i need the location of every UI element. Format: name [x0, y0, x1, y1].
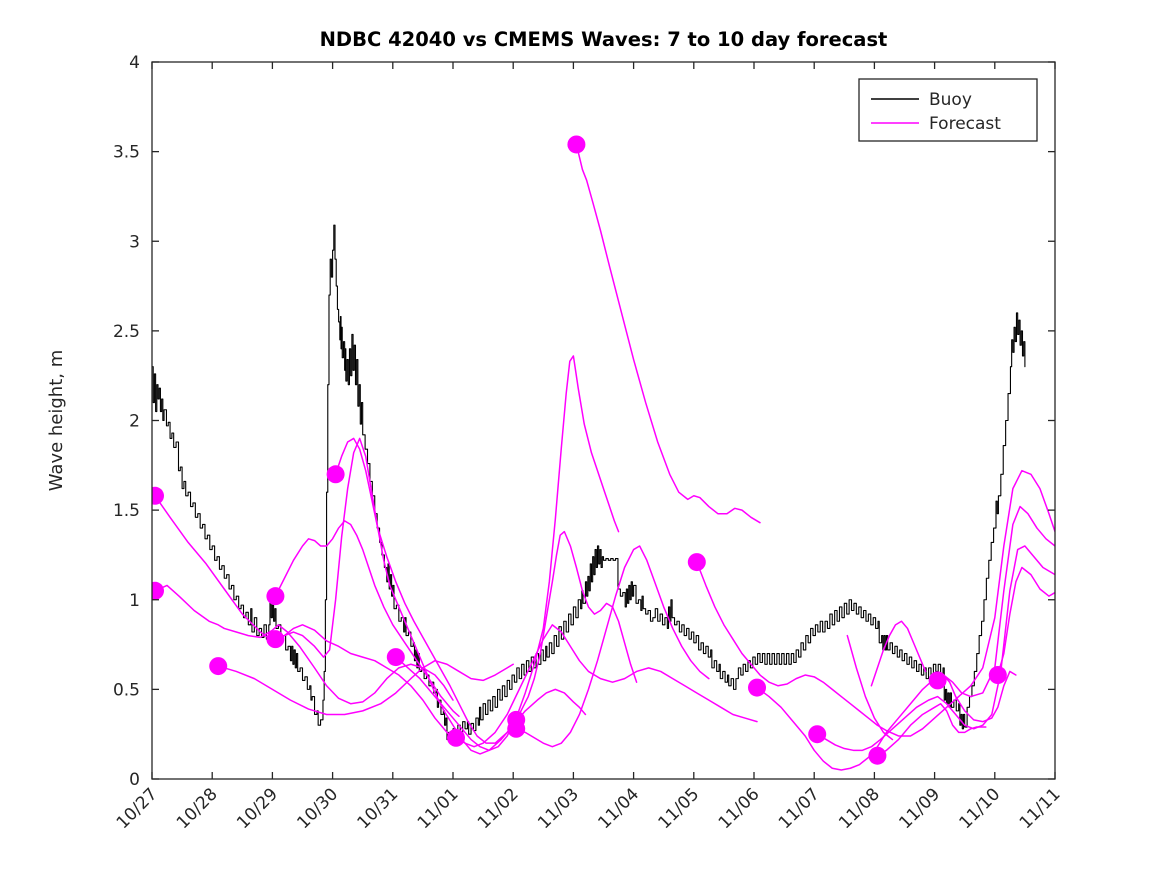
forecast-init-marker-10 — [567, 135, 586, 154]
series-line-5 — [274, 520, 460, 718]
x-tick-label-2: 10/29 — [233, 784, 282, 833]
x-tick-label-11: 11/07 — [775, 784, 824, 833]
series-line-11 — [696, 469, 1055, 737]
y-axis-label: Wave height, m — [46, 350, 67, 491]
series-line-1 — [154, 495, 454, 741]
x-tick-label-4: 10/31 — [354, 784, 403, 833]
x-tick-label-1: 10/28 — [173, 784, 222, 833]
series-line-13 — [816, 545, 1055, 752]
x-tick-label-9: 11/05 — [655, 784, 704, 833]
x-tick-label-13: 11/09 — [895, 784, 944, 833]
series-line-15 — [936, 670, 1017, 723]
legend-label-forecast: Forecast — [929, 114, 1001, 134]
forecast-init-marker-0 — [152, 486, 165, 505]
legend-box[interactable] — [858, 78, 1038, 142]
series-line-17 — [870, 620, 927, 687]
series-group — [152, 143, 1055, 771]
series-line-9 — [515, 545, 710, 748]
x-tick-label-5: 11/01 — [414, 784, 463, 833]
series-line-10 — [575, 143, 761, 524]
forecast-init-marker-2 — [209, 657, 228, 676]
forecast-init-marker-5 — [326, 465, 345, 484]
series-line-7 — [395, 355, 620, 752]
x-tick-label-8: 11/04 — [594, 784, 643, 833]
forecast-init-marker-7 — [447, 728, 466, 747]
y-tick-label-7: 3.5 — [113, 143, 140, 163]
forecast-init-marker-4 — [266, 630, 285, 649]
x-tick-label-12: 11/08 — [835, 784, 884, 833]
y-tick-label-8: 4 — [129, 53, 140, 73]
forecast-init-marker-12 — [748, 678, 767, 697]
y-tick-label-0: 0 — [129, 770, 140, 790]
legend-label-buoy: Buoy — [929, 90, 972, 110]
y-tick-label-5: 2.5 — [113, 322, 140, 342]
series-line-3 — [217, 659, 514, 716]
plot-background — [152, 62, 1055, 779]
series-line-18 — [846, 634, 894, 741]
y-tick-label-6: 3 — [129, 232, 140, 252]
forecast-init-marker-1 — [152, 581, 165, 600]
x-tick-label-7: 11/03 — [534, 784, 583, 833]
marker-group — [152, 135, 1007, 765]
series-line-8 — [455, 624, 758, 748]
forecast-init-marker-15 — [928, 671, 947, 690]
x-tick-label-6: 11/02 — [474, 784, 523, 833]
y-tick-label-4: 2 — [129, 412, 140, 432]
forecast-init-marker-13 — [808, 725, 827, 744]
y-tick-label-2: 1 — [129, 591, 140, 611]
x-tick-label-15: 11/11 — [1016, 784, 1065, 833]
forecast-init-marker-3 — [266, 587, 285, 606]
series-line-4 — [274, 437, 587, 755]
forecast-init-marker-6 — [386, 648, 405, 667]
x-tick-label-14: 11/10 — [956, 784, 1005, 833]
forecast-init-marker-14 — [868, 746, 887, 765]
forecast-init-marker-16 — [988, 666, 1007, 685]
series-line-16 — [997, 566, 1055, 676]
forecast-init-marker-11 — [687, 553, 706, 572]
x-tick-label-0: 10/27 — [113, 784, 162, 833]
y-tick-label-1: 0.5 — [113, 680, 140, 700]
chart-title: NDBC 42040 vs CMEMS Waves: 7 to 10 day f… — [320, 28, 888, 51]
x-tick-label-10: 11/06 — [715, 784, 764, 833]
x-tick-label-3: 10/30 — [293, 784, 342, 833]
series-line-2 — [154, 584, 454, 705]
series-line-12 — [756, 505, 1055, 771]
series-line-14 — [876, 702, 987, 757]
forecast-init-marker-9 — [507, 719, 526, 738]
y-tick-label-3: 1.5 — [113, 501, 140, 521]
